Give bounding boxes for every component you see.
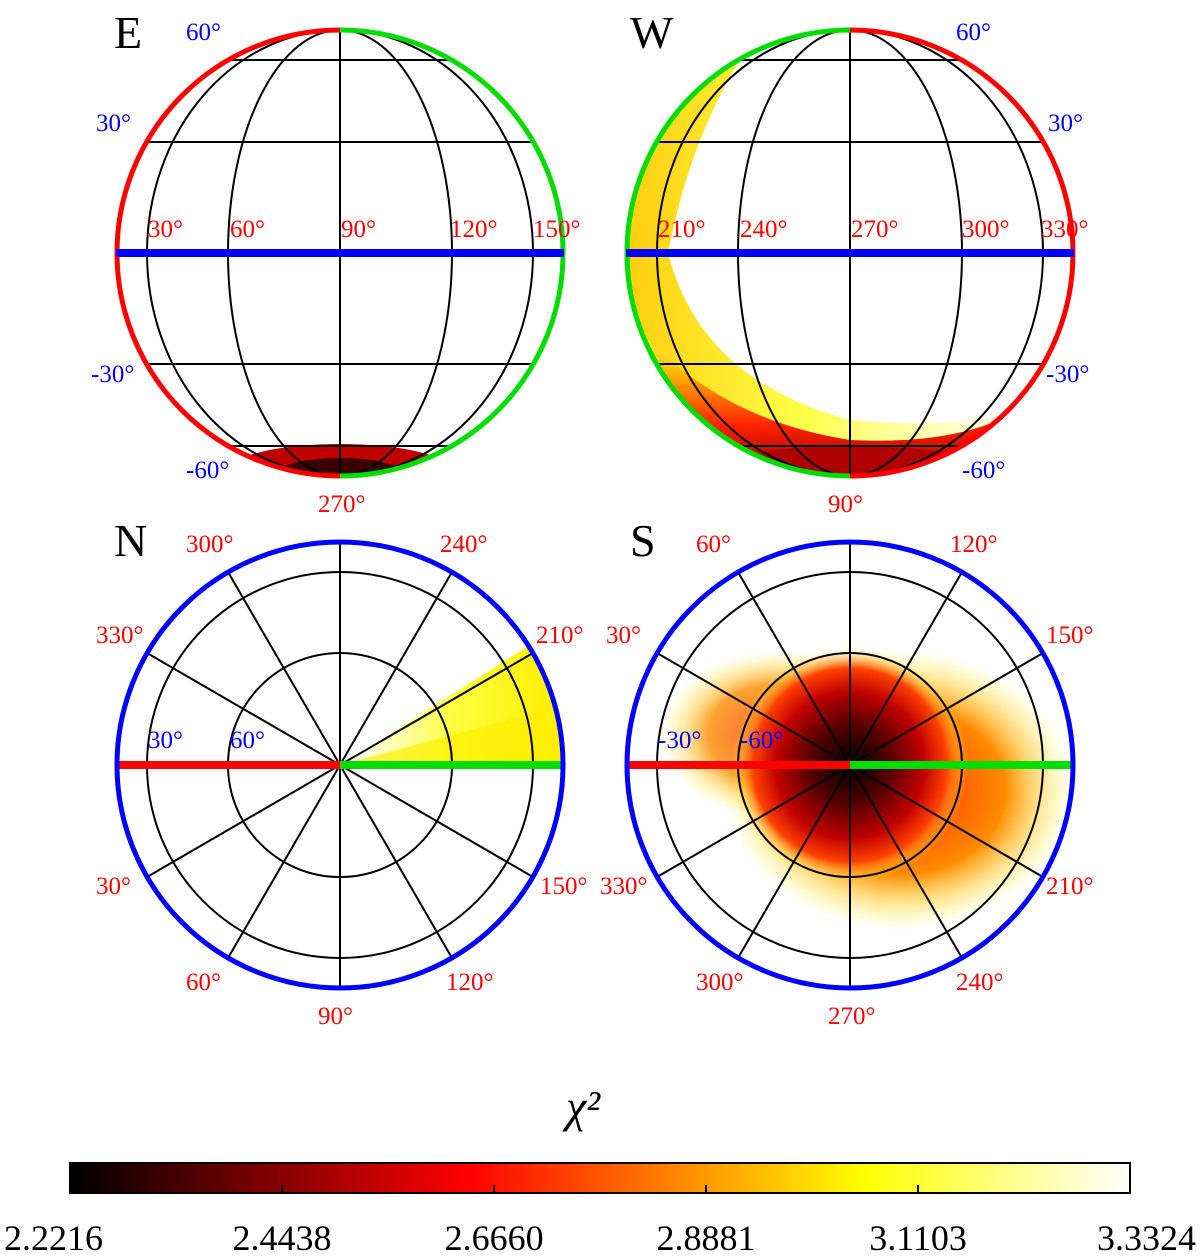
- n-lon-label-150: 150°: [540, 873, 588, 900]
- panel-w: [624, 27, 1076, 479]
- panel-s-letter: S: [630, 515, 656, 566]
- colorbar-tick-label: 3.3324: [1097, 1218, 1196, 1258]
- panel-n-limb: [114, 539, 566, 991]
- n-lat-label-60: 60°: [230, 727, 265, 754]
- colorbar-title: χ²: [562, 1081, 601, 1132]
- s-lon-label-210: 210°: [1046, 873, 1094, 900]
- panel-s-limb: [624, 539, 1076, 991]
- panel-e-letter: E: [114, 7, 142, 58]
- n-lon-label-60: 60°: [186, 969, 221, 996]
- s-lon-label-240: 240°: [956, 969, 1004, 996]
- s-lat-label-neg60: -60°: [740, 727, 783, 754]
- w-lat-label-neg30: -30°: [1046, 361, 1089, 388]
- panel-s-heatmap: [660, 647, 1073, 930]
- panel-n: [114, 539, 566, 991]
- s-lon-label-300: 300°: [696, 969, 744, 996]
- w-lon-label-240: 240°: [740, 216, 788, 243]
- s-lat-label-neg30: -30°: [658, 727, 701, 754]
- e-bottom-label: 270°: [318, 491, 366, 518]
- colorbar-tick-label: 2.8881: [657, 1218, 756, 1258]
- colorbar: [69, 1162, 1131, 1194]
- e-lon-label-120: 120°: [450, 216, 498, 243]
- panel-n-letter: N: [114, 515, 147, 566]
- e-lon-label-90: 90°: [341, 216, 376, 243]
- e-lon-label-150: 150°: [533, 216, 581, 243]
- e-lat-label-neg30: -30°: [91, 361, 134, 388]
- colorbar-ticks: 2.2216 2.4438 2.6660 2.8881 3.1103 3.3324: [4, 1185, 1196, 1258]
- s-lon-label-330: 330°: [600, 873, 648, 900]
- s-lon-label-150: 150°: [1046, 622, 1094, 649]
- w-lon-label-210: 210°: [658, 216, 706, 243]
- panel-w-letter: W: [630, 7, 674, 58]
- colorbar-tick-label: 3.1103: [869, 1218, 967, 1258]
- n-lon-label-30: 30°: [96, 873, 131, 900]
- w-lat-label-60: 60°: [956, 19, 991, 46]
- n-lon-label-210: 210°: [536, 622, 584, 649]
- colorbar-tick-label: 2.6660: [445, 1218, 544, 1258]
- n-lat-label-30: 30°: [148, 727, 183, 754]
- n-lon-label-120: 120°: [446, 969, 494, 996]
- e-lat-label-60: 60°: [186, 19, 221, 46]
- n-lon-label-240: 240°: [440, 531, 488, 558]
- colorbar-tick-label: 2.4438: [233, 1218, 332, 1258]
- w-lat-label-30: 30°: [1048, 110, 1083, 137]
- w-lon-label-330: 330°: [1041, 216, 1089, 243]
- colorbar-title-text: χ²: [562, 1081, 601, 1132]
- w-lat-label-neg60: -60°: [962, 457, 1005, 484]
- e-lon-label-30: 30°: [148, 216, 183, 243]
- w-lon-label-300: 300°: [962, 216, 1010, 243]
- n-lon-label-90: 90°: [318, 1003, 353, 1030]
- e-lon-label-60: 60°: [230, 216, 265, 243]
- w-bottom-label: 90°: [828, 491, 863, 518]
- e-lat-label-neg60: -60°: [186, 457, 229, 484]
- panel-n-heatmap: [340, 645, 561, 765]
- n-lon-label-300: 300°: [186, 531, 234, 558]
- w-lon-label-270: 270°: [851, 216, 899, 243]
- panel-e: [114, 27, 566, 479]
- s-lon-label-30: 30°: [606, 622, 641, 649]
- s-lon-label-60: 60°: [696, 531, 731, 558]
- colorbar-tick-label: 2.2216: [4, 1218, 103, 1258]
- panel-s: [624, 539, 1076, 991]
- e-lat-label-30: 30°: [96, 110, 131, 137]
- s-lon-label-270: 270°: [828, 1003, 876, 1030]
- n-lon-label-330: 330°: [96, 622, 144, 649]
- s-lon-label-120: 120°: [950, 531, 998, 558]
